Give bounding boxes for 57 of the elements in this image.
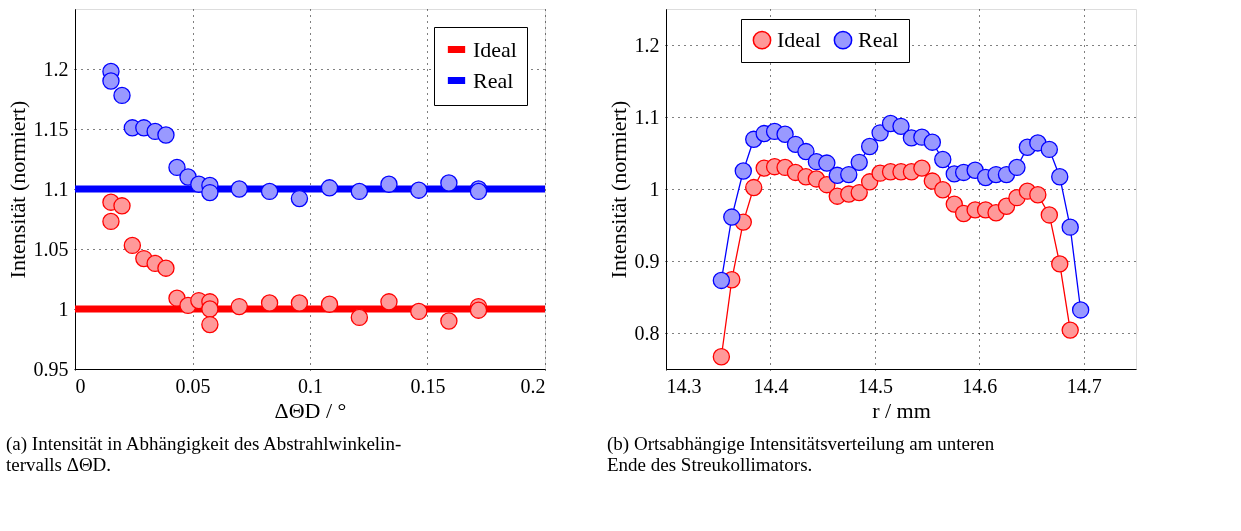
point — [723, 208, 741, 226]
y-tick-label: 1.1 — [43, 177, 69, 200]
point — [934, 181, 952, 199]
point — [923, 133, 942, 151]
point — [913, 159, 931, 177]
x-tick-label: 14.3 — [666, 374, 702, 397]
y-tick-label: 1.2 — [634, 33, 660, 56]
y-axis-title: Intensität (normiert) — [605, 100, 631, 279]
x-tick-label: 14.6 — [962, 374, 998, 397]
point — [1008, 158, 1026, 177]
y-tick-label: 1.1 — [634, 105, 660, 128]
legend-label: Ideal — [777, 27, 821, 53]
x-tick-label: 0.1 — [298, 374, 323, 397]
x-tick-label: 0 — [75, 374, 86, 397]
point — [934, 150, 952, 169]
point — [1071, 301, 1090, 319]
point — [850, 153, 868, 172]
y-tick-label: 1 — [649, 177, 660, 200]
x-axis-title: ΔΘD / ° — [274, 397, 347, 423]
point — [1029, 186, 1047, 204]
x-tick-label: 0.05 — [175, 374, 211, 397]
legend-label: Ideal — [473, 36, 517, 62]
y-tick-label: 1.15 — [33, 117, 69, 140]
x-axis-title: r / mm — [872, 397, 931, 423]
y-tick-label: 0.9 — [634, 249, 660, 272]
point — [712, 271, 731, 290]
x-tick-label: 0.2 — [520, 374, 546, 397]
point — [818, 154, 836, 172]
point — [840, 165, 858, 184]
text: (a) Intensität in Abhängigkeit des Abstrahlwinkelin- tervalls ΔΘD. — [6, 433, 402, 475]
y-axis-title: Intensität (normiert) — [4, 100, 30, 279]
y-tick-label: 0.8 — [634, 321, 660, 344]
x-tick-label: 0.15 — [410, 374, 446, 397]
x-tick-label: 14.7 — [1066, 374, 1102, 397]
legend-label: Real — [473, 67, 514, 93]
point — [1051, 255, 1069, 273]
point — [745, 178, 763, 197]
point — [1040, 206, 1059, 224]
point — [776, 125, 794, 143]
legend-label: Real — [858, 27, 899, 53]
point — [850, 183, 868, 202]
point — [1040, 140, 1059, 159]
point — [797, 142, 815, 161]
point — [734, 162, 752, 180]
point — [892, 117, 910, 136]
y-tick-label: 1 — [58, 297, 69, 320]
x-tick-label: 14.5 — [857, 374, 893, 397]
y-tick-label: 0.95 — [33, 357, 69, 380]
point — [860, 137, 879, 156]
point — [1061, 218, 1079, 236]
point — [712, 348, 731, 366]
point — [1061, 321, 1079, 339]
y-tick-label: 1.05 — [33, 237, 69, 260]
point — [1051, 168, 1069, 186]
x-tick-label: 14.4 — [753, 374, 789, 397]
text: (b) Ortsabhängige Intensitätsverteilung am unteren Ende des Streukollimators. — [607, 433, 995, 475]
y-tick-label: 1.2 — [43, 57, 69, 80]
